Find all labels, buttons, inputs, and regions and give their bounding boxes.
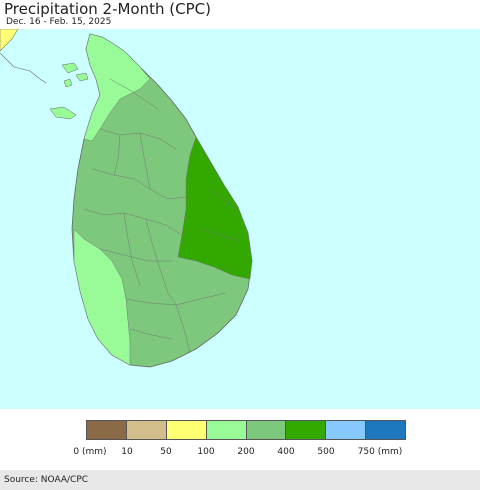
region-400-500-east xyxy=(177,136,253,280)
legend-swatch xyxy=(326,421,367,439)
region-100-200-north xyxy=(83,33,151,142)
legend-swatch xyxy=(166,421,207,439)
legend-swatch xyxy=(246,421,287,439)
source-credit: Source: NOAA/CPC xyxy=(4,475,89,485)
legend-tick-label: 500 xyxy=(317,447,335,457)
region-100-200-southwest xyxy=(73,228,131,366)
legend-tick-label: 50 xyxy=(160,447,172,457)
legend-tick-label: 750 (mm) xyxy=(357,447,403,457)
legend-swatch xyxy=(126,421,167,439)
map-subtitle: Dec. 16 - Feb. 15, 2025 xyxy=(6,17,112,27)
map-title: Precipitation 2-Month (CPC) xyxy=(4,0,211,18)
legend-swatch xyxy=(206,421,247,439)
india-landmass-coast xyxy=(0,52,47,84)
legend-swatch xyxy=(87,421,127,439)
legend-tick-label: 100 xyxy=(197,447,215,457)
legend-tick-label: 0 (mm) xyxy=(73,447,107,457)
mannar-island xyxy=(49,106,77,120)
precipitation-map xyxy=(0,29,480,409)
legend-swatch xyxy=(286,421,327,439)
jaffna-islands xyxy=(61,62,89,88)
district-borders xyxy=(83,78,241,354)
legend-tick-label: 200 xyxy=(237,447,255,457)
footer-bar: Source: NOAA/CPC xyxy=(0,470,480,490)
legend-tick-label: 10 xyxy=(121,447,133,457)
india-landmass xyxy=(0,29,19,52)
legend-swatch xyxy=(366,421,405,439)
legend-color-bar xyxy=(86,420,406,440)
legend-tick-label: 400 xyxy=(277,447,295,457)
